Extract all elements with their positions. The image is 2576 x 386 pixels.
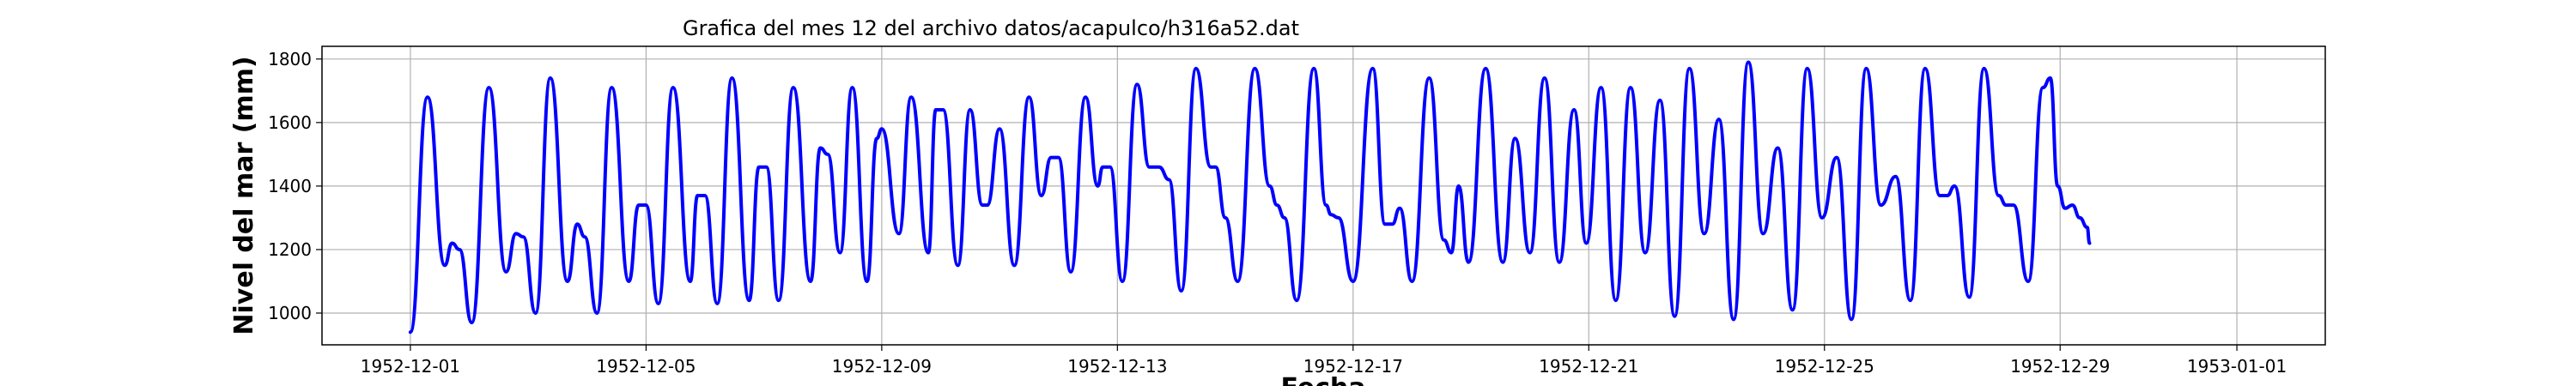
y-tick-label: 1000 [268,303,312,323]
x-tick-label: 1952-12-05 [596,356,696,377]
data-layer [408,60,2092,335]
y-tick-label: 1600 [268,112,312,133]
x-tick-label: 1952-12-25 [1775,356,1874,377]
y-axis-label: Nivel del mar (mm) [229,56,259,335]
x-tick-label: 1952-12-09 [832,356,932,377]
y-tick-label: 1800 [268,49,312,69]
y-tick-label: 1400 [268,176,312,196]
x-axis-ticks: 1952-12-01 1952-12-05 1952-12-09 1952-12-13… [361,345,2287,377]
x-tick-label: 1952-12-17 [1303,356,1403,377]
x-tick-label: 1953-01-01 [2187,356,2287,377]
y-axis-ticks: 1000 1200 1400 1600 1800 [268,49,322,323]
x-tick-label: 1952-12-21 [1539,356,1638,377]
y-tick-label: 1200 [268,239,312,260]
x-tick-label: 1952-12-01 [361,356,460,377]
chart-title: Grafica del mes 12 del archivo datos/aca… [683,16,1299,40]
x-axis-label: Fecha [1280,373,1365,386]
plot-frame [321,45,2326,346]
x-tick-label: 1952-12-29 [2010,356,2110,377]
x-tick-label: 1952-12-13 [1067,356,1167,377]
sea-level-series-line [408,60,2092,335]
